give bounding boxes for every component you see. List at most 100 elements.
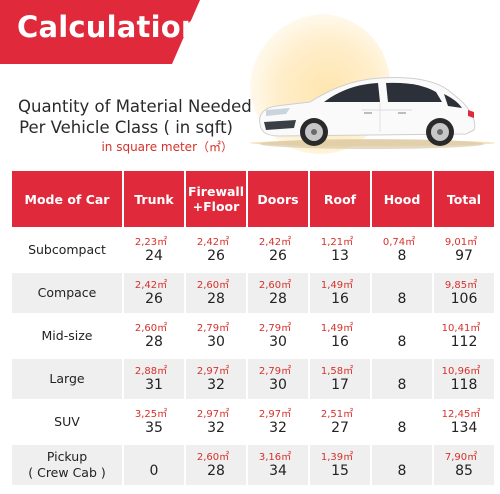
table-cell: 2,60㎡ 28 — [248, 273, 308, 313]
table-cell: 1,58㎡ 17 — [310, 359, 370, 399]
table-row: Mid-size 2,60㎡ 28 2,79㎡ 30 2,79㎡ 30 1,49㎡ 16 8 10,… — [12, 316, 494, 356]
square-foot-value: 15 — [331, 462, 349, 479]
column-header: Hood — [372, 171, 432, 227]
table-cell: 9,85㎡ 106 — [434, 273, 494, 313]
column-header: Mode of Car — [12, 171, 122, 227]
table-cell: 2,42㎡ 26 — [124, 273, 184, 313]
square-foot-value: 106 — [450, 290, 478, 307]
square-foot-value: 17 — [331, 376, 349, 393]
table-cell: 1,49㎡ 16 — [310, 316, 370, 356]
table-cell: 3,16㎡ 34 — [248, 445, 308, 485]
heading-line-2: Per Vehicle Class ( in sqft) — [19, 118, 233, 137]
cell-spacer — [372, 452, 432, 463]
vehicle-class-label: Subcompact — [28, 242, 106, 257]
vehicle-class-label: Mid-size — [41, 328, 93, 343]
square-meter-value: 2,97㎡ — [196, 365, 230, 377]
square-meter-value: 2,51㎡ — [320, 408, 354, 420]
table-cell: 10,41㎡ 112 — [434, 316, 494, 356]
square-foot-value: 0 — [149, 462, 159, 479]
square-foot-value: 26 — [145, 290, 163, 307]
square-meter-value: 10,96㎡ — [441, 365, 481, 377]
cell-spacer — [372, 366, 432, 377]
square-foot-value: 27 — [331, 419, 349, 436]
square-meter-value: 2,23㎡ — [134, 236, 168, 248]
table-row: Subcompact 2,23㎡ 24 2,42㎡ 26 2,42㎡ 26 1,21㎡ 13 0,… — [12, 230, 494, 270]
column-header: Doors — [248, 171, 308, 227]
vehicle-class-label: Large — [12, 359, 122, 399]
table-cell: 2,79㎡ 30 — [248, 359, 308, 399]
material-table-grid: Mode of Car Trunk Firewall +Floor Doors Roof H… — [10, 168, 496, 488]
table-cell: 2,97㎡ 32 — [248, 402, 308, 442]
column-header: Roof — [310, 171, 370, 227]
table-cell: 8 — [372, 273, 432, 313]
square-meter-value: 2,42㎡ — [196, 236, 230, 248]
square-foot-value: 85 — [455, 462, 473, 479]
square-meter-value: 2,60㎡ — [196, 279, 230, 291]
vehicle-class-label: SUV — [54, 414, 80, 429]
square-foot-value: 28 — [207, 462, 225, 479]
table-cell: 10,96㎡ 118 — [434, 359, 494, 399]
table-header-row: Mode of Car Trunk Firewall +Floor Doors Roof H… — [12, 171, 494, 227]
table-cell: 8 — [372, 445, 432, 485]
square-foot-value: 26 — [207, 247, 225, 264]
square-foot-value: 8 — [397, 333, 407, 350]
table-cell: 8 — [372, 402, 432, 442]
table-row: Compace 2,42㎡ 26 2,60㎡ 28 2,60㎡ 28 1,49㎡ 16 8 9,85… — [12, 273, 494, 313]
table-cell: 2,60㎡ 28 — [124, 316, 184, 356]
square-foot-value: 16 — [331, 290, 349, 307]
square-meter-value: 2,97㎡ — [196, 408, 230, 420]
table-cell: 8 — [372, 316, 432, 356]
table-cell: 1,21㎡ 13 — [310, 230, 370, 270]
square-meter-value: 2,79㎡ — [258, 322, 292, 334]
square-meter-value: 2,97㎡ — [258, 408, 292, 420]
square-foot-value: 30 — [269, 333, 287, 350]
section-heading: Quantity of Material Needed Per Vehicle … — [18, 96, 252, 138]
square-meter-value: 7,90㎡ — [444, 451, 478, 463]
square-meter-value: 9,01㎡ — [444, 236, 478, 248]
square-meter-value: 2,42㎡ — [258, 236, 292, 248]
square-meter-value: 12,45㎡ — [441, 408, 481, 420]
cell-spacer — [372, 323, 432, 334]
square-meter-value: 2,60㎡ — [258, 279, 292, 291]
square-meter-value: 9,85㎡ — [444, 279, 478, 291]
square-meter-value: 2,79㎡ — [258, 365, 292, 377]
column-header: Firewall +Floor — [186, 171, 246, 227]
square-foot-value: 97 — [455, 247, 473, 264]
cell-spacer — [372, 409, 432, 420]
title-banner — [0, 0, 200, 64]
table-cell: 3,25㎡ 35 — [124, 402, 184, 442]
table-cell: 2,97㎡ 32 — [186, 359, 246, 399]
square-meter-value: 2,60㎡ — [134, 322, 168, 334]
square-foot-value: 32 — [207, 376, 225, 393]
table-cell: 2,51㎡ 27 — [310, 402, 370, 442]
square-foot-value: 8 — [397, 462, 407, 479]
square-meter-value: 3,25㎡ — [134, 408, 168, 420]
material-table: Mode of Car Trunk Firewall +Floor Doors Roof H… — [10, 168, 496, 488]
vehicle-class-label: Compace — [12, 273, 122, 313]
table-cell: 2,88㎡ 31 — [124, 359, 184, 399]
square-foot-value: 8 — [397, 247, 407, 264]
table-cell: 1,39㎡ 15 — [310, 445, 370, 485]
square-meter-value: 2,79㎡ — [196, 322, 230, 334]
square-foot-value: 24 — [145, 247, 163, 264]
table-cell: 1,49㎡ 16 — [310, 273, 370, 313]
square-foot-value: 112 — [450, 333, 478, 350]
table-cell: 9,01㎡ 97 — [434, 230, 494, 270]
column-header: Trunk — [124, 171, 184, 227]
square-foot-value: 34 — [269, 462, 287, 479]
table-cell: 12,45㎡ 134 — [434, 402, 494, 442]
square-meter-value: 2,60㎡ — [196, 451, 230, 463]
table-cell: 2,23㎡ 24 — [124, 230, 184, 270]
square-foot-value: 13 — [331, 247, 349, 264]
square-meter-value: 2,42㎡ — [134, 279, 168, 291]
table-cell: 2,60㎡ 28 — [186, 445, 246, 485]
square-foot-value: 28 — [269, 290, 287, 307]
square-foot-value: 32 — [207, 419, 225, 436]
square-foot-value: 118 — [450, 376, 478, 393]
square-meter-value: 1,21㎡ — [320, 236, 354, 248]
square-meter-value: 10,41㎡ — [441, 322, 481, 334]
table-cell: 2,60㎡ 28 — [186, 273, 246, 313]
table-cell: 7,90㎡ 85 — [434, 445, 494, 485]
square-foot-value: 30 — [269, 376, 287, 393]
page-title: Calculation — [17, 10, 202, 44]
